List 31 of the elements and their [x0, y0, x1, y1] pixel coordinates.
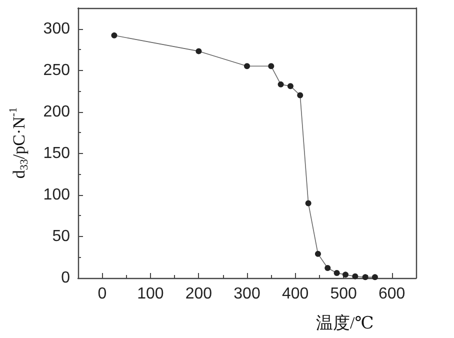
point: [334, 270, 340, 276]
point: [111, 32, 118, 38]
x-tick-label: 600: [378, 286, 406, 302]
x-tick-label: 0: [98, 286, 107, 302]
x-tick-label: 300: [234, 286, 260, 302]
point: [287, 83, 294, 90]
x-axis-title: 温度/℃: [316, 314, 374, 332]
y-tick-label: 50: [52, 228, 70, 245]
x-tick-label: 200: [185, 286, 212, 302]
y-axis-title: d33/pC·N-1: [8, 107, 30, 179]
x-tick-label: 500: [330, 286, 358, 302]
point: [297, 92, 304, 98]
point: [324, 265, 331, 272]
y-tick-label: 0: [61, 270, 70, 286]
y-tick-label: 200: [43, 103, 70, 120]
x-tick-label: 100: [137, 286, 164, 302]
point: [196, 48, 202, 54]
point: [342, 272, 349, 278]
point: [268, 63, 274, 70]
x-tick-label: 400: [282, 286, 309, 302]
point: [314, 250, 321, 257]
y-tick-label: 300: [43, 20, 70, 38]
y-tick-label: 150: [43, 144, 70, 162]
y-tick-label: 250: [43, 62, 70, 79]
point: [244, 63, 250, 70]
point: [362, 274, 368, 280]
point: [305, 200, 312, 206]
point: [372, 274, 378, 280]
point: [278, 81, 284, 88]
y-tick-label: 100: [43, 186, 70, 204]
point: [352, 273, 358, 280]
